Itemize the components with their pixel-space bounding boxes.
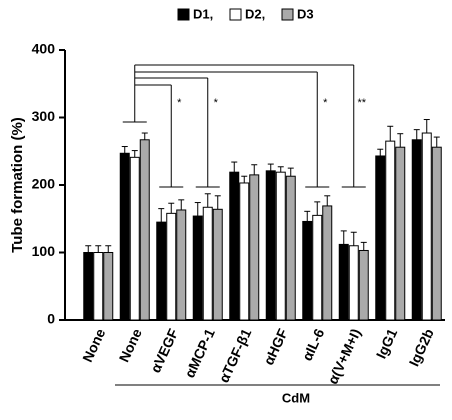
group-label: CdM	[282, 390, 310, 405]
bar	[375, 155, 386, 321]
bar	[312, 214, 323, 321]
bar	[358, 249, 369, 321]
bar	[83, 252, 94, 321]
bar	[348, 245, 359, 321]
bar	[119, 152, 130, 321]
y-axis-label: Tube formation (%)	[9, 117, 26, 253]
legend-swatch	[229, 8, 242, 21]
y-tick-label: 200	[32, 176, 56, 192]
bar	[239, 182, 250, 321]
x-tick-label: αTGF-β1	[215, 326, 254, 385]
bar	[411, 139, 422, 321]
bar	[202, 206, 213, 321]
bar	[192, 215, 203, 321]
x-tick-label: αIL-6	[299, 326, 328, 363]
x-tick-label: IgG2b	[406, 326, 437, 369]
x-tick-label: αMCP-1	[181, 326, 218, 380]
x-tick-label: α(V+M+I)	[324, 326, 364, 386]
bar	[229, 171, 240, 321]
bar	[275, 171, 286, 321]
y-tick-label: 300	[32, 108, 56, 124]
bar	[166, 212, 177, 321]
bar	[285, 175, 296, 321]
bar	[249, 174, 260, 321]
bar	[385, 140, 396, 321]
x-tick-label: None	[79, 326, 108, 365]
legend-label: D1,	[193, 6, 213, 21]
bar	[302, 220, 313, 321]
x-tick-label: αHGF	[260, 326, 291, 368]
legend-swatch	[177, 8, 190, 21]
legend-label: D2,	[245, 6, 265, 21]
legend-swatch	[281, 8, 294, 21]
significance: *	[323, 97, 328, 109]
bar	[176, 209, 187, 321]
bar	[338, 243, 349, 321]
y-tick-label: 100	[32, 243, 56, 259]
y-tick-label: 0	[47, 311, 55, 327]
bar	[212, 208, 223, 321]
bar	[93, 252, 104, 321]
bar	[265, 170, 276, 321]
bar	[103, 252, 114, 321]
x-tick-label: αVEGF	[147, 326, 181, 376]
y-tick-label: 400	[32, 41, 56, 57]
bar	[129, 156, 140, 321]
legend-label: D3	[297, 6, 314, 21]
significance: **	[357, 97, 366, 109]
x-tick-label: None	[116, 326, 145, 365]
bar	[395, 146, 406, 321]
significance: *	[214, 97, 219, 109]
bar	[156, 221, 167, 321]
significance: *	[177, 97, 182, 109]
x-tick-label: IgG1	[373, 326, 401, 361]
bar	[139, 139, 150, 321]
bar	[431, 146, 442, 321]
bar	[322, 205, 333, 321]
bar	[421, 132, 432, 321]
